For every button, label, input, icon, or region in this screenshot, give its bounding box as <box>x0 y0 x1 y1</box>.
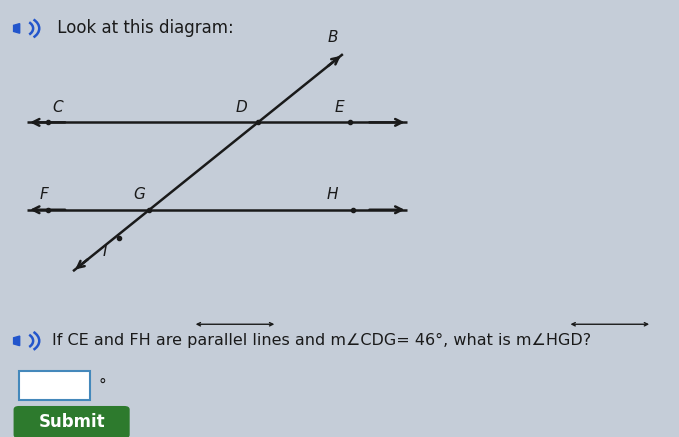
Text: C: C <box>52 100 63 114</box>
Polygon shape <box>14 336 20 346</box>
Text: Submit: Submit <box>38 413 105 431</box>
FancyBboxPatch shape <box>19 371 90 400</box>
Text: If CE and FH are parallel lines and m∠CDG= 46°, what is m∠HGD?: If CE and FH are parallel lines and m∠CD… <box>52 333 591 348</box>
Text: H: H <box>327 187 338 202</box>
Text: B: B <box>327 30 338 45</box>
Text: I: I <box>103 244 107 259</box>
Text: F: F <box>40 187 48 202</box>
Text: G: G <box>133 187 145 202</box>
Text: D: D <box>235 100 247 114</box>
Text: E: E <box>335 100 344 114</box>
Text: °: ° <box>98 378 106 393</box>
Text: If: If <box>0 436 1 437</box>
Polygon shape <box>14 24 20 33</box>
Text: Look at this diagram:: Look at this diagram: <box>52 19 234 38</box>
FancyBboxPatch shape <box>14 406 130 437</box>
